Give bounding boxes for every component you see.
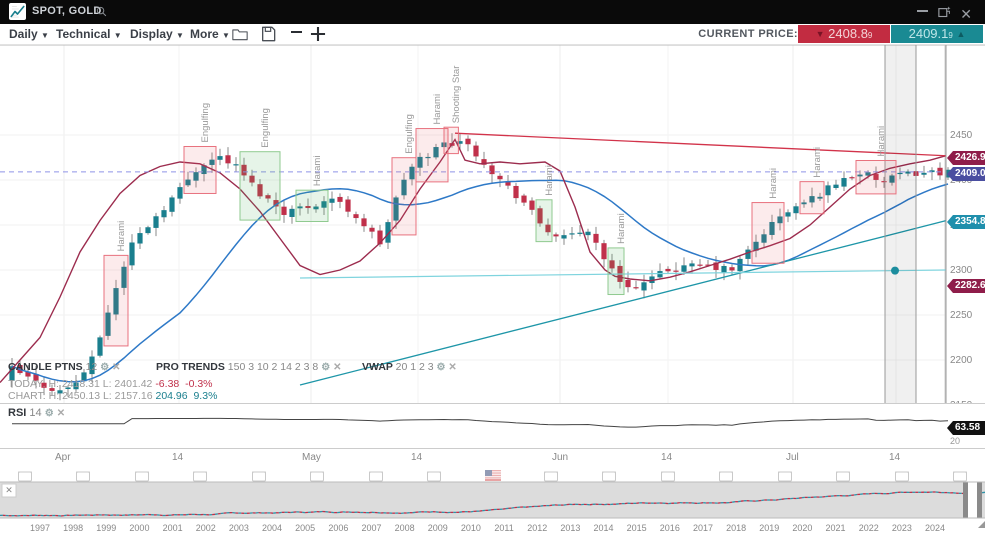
svg-text:2008: 2008 [395,523,415,533]
svg-text:2005: 2005 [295,523,315,533]
svg-text:2014: 2014 [594,523,614,533]
svg-text:2022: 2022 [859,523,879,533]
svg-text:2017: 2017 [693,523,713,533]
svg-text:1997: 1997 [30,523,50,533]
svg-text:2006: 2006 [328,523,348,533]
svg-text:2007: 2007 [361,523,381,533]
svg-text:2011: 2011 [494,523,513,533]
svg-text:1999: 1999 [96,523,116,533]
svg-text:✕: ✕ [5,485,13,495]
svg-text:2021: 2021 [826,523,846,533]
svg-text:2004: 2004 [262,523,282,533]
svg-text:2009: 2009 [428,523,448,533]
svg-text:2019: 2019 [759,523,779,533]
svg-text:2000: 2000 [129,523,149,533]
svg-text:2013: 2013 [560,523,580,533]
svg-text:2023: 2023 [892,523,912,533]
svg-text:2020: 2020 [792,523,812,533]
svg-text:2016: 2016 [660,523,680,533]
svg-text:2012: 2012 [527,523,547,533]
svg-text:2001: 2001 [163,523,183,533]
svg-text:1998: 1998 [63,523,83,533]
svg-text:2018: 2018 [726,523,746,533]
svg-text:2015: 2015 [627,523,647,533]
svg-text:2002: 2002 [196,523,216,533]
svg-text:2003: 2003 [229,523,249,533]
svg-text:2024: 2024 [925,523,945,533]
svg-text:2010: 2010 [461,523,481,533]
